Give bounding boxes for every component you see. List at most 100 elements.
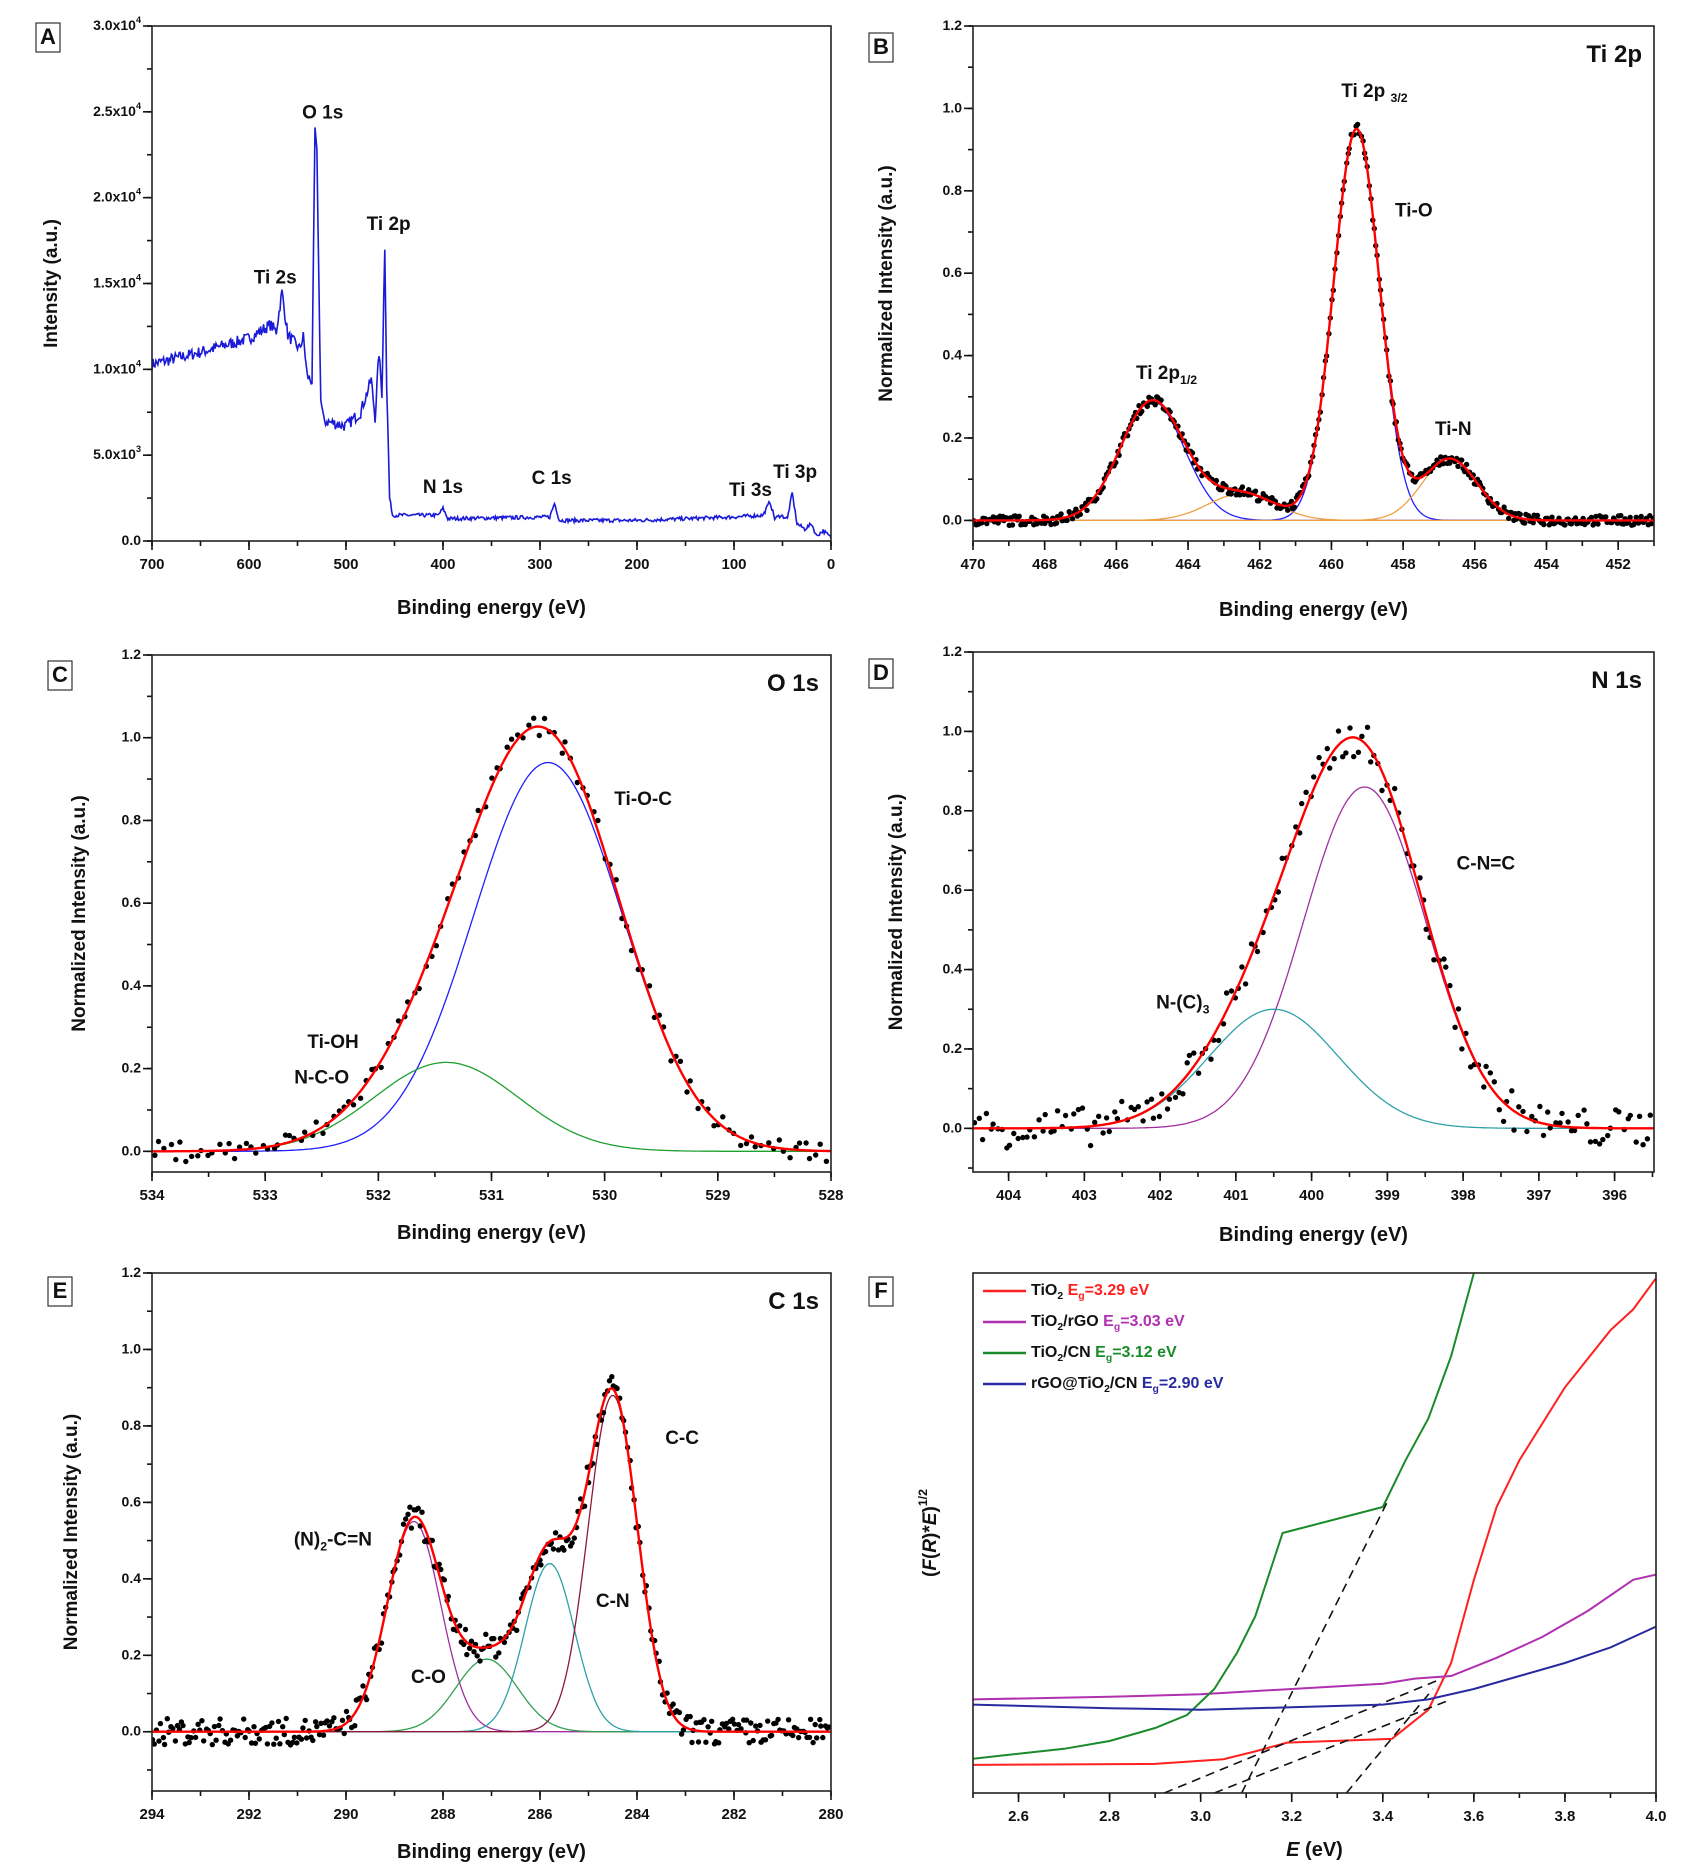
data-point xyxy=(1084,507,1090,514)
peak-annotation: Ti 2s xyxy=(254,267,297,288)
data-point xyxy=(1534,512,1541,519)
data-point xyxy=(1020,1134,1026,1141)
data-point xyxy=(1303,789,1309,795)
data-point xyxy=(1417,875,1423,881)
panel-letter-box xyxy=(47,1276,73,1307)
data-point xyxy=(1144,403,1151,410)
envelope-fit-curve xyxy=(152,1387,831,1733)
data-point xyxy=(1618,512,1624,519)
data-point xyxy=(562,739,568,745)
data-point xyxy=(205,1152,211,1159)
data-point xyxy=(1627,1112,1634,1119)
panel-letter: E xyxy=(53,1278,68,1303)
x-tick-label: 294 xyxy=(139,1806,165,1823)
data-point xyxy=(1355,749,1362,755)
y-tick-label: 2.5x104 xyxy=(93,101,142,118)
data-point xyxy=(161,1145,167,1152)
data-point xyxy=(555,1547,562,1553)
y-axis-title: Normalized Intensity (a.u.) xyxy=(61,1414,82,1650)
data-point xyxy=(628,947,635,954)
y-axis-title: Intensity (a.u.) xyxy=(41,219,62,348)
data-point xyxy=(161,1741,168,1748)
data-point xyxy=(1024,1134,1030,1140)
y-tick-label: 1.5x104 xyxy=(93,273,142,290)
x-tick-label: 396 xyxy=(1602,1187,1627,1204)
data-point xyxy=(1581,1107,1587,1113)
data-point xyxy=(243,1140,250,1147)
data-point xyxy=(186,1739,192,1746)
data-point xyxy=(468,1638,475,1644)
data-point xyxy=(1452,1024,1458,1031)
x-tick-label: 529 xyxy=(705,1187,730,1204)
data-point xyxy=(1215,1037,1222,1044)
data-point xyxy=(748,1720,754,1726)
x-axis-title: Binding energy (eV) xyxy=(397,597,586,619)
data-point xyxy=(217,1716,223,1722)
data-point xyxy=(1228,988,1235,994)
data-point xyxy=(1359,733,1365,739)
y-tick-label: 0.8 xyxy=(122,1417,142,1433)
data-point xyxy=(168,1141,175,1148)
data-point xyxy=(1559,1110,1565,1117)
data-point xyxy=(1191,1050,1197,1056)
y-axis-title: Normalized Intensity (a.u.) xyxy=(886,794,907,1030)
data-point xyxy=(164,1716,170,1722)
data-point xyxy=(199,1718,205,1724)
y-tick-label: 0.0 xyxy=(122,532,142,548)
data-point xyxy=(1252,488,1259,494)
tangent-dashed-line xyxy=(1214,1698,1452,1793)
data-point xyxy=(1441,956,1447,962)
data-point xyxy=(1166,1096,1173,1102)
component-curve xyxy=(973,128,1654,522)
data-point xyxy=(803,1140,809,1146)
x-axis-title: Binding energy (eV) xyxy=(1219,1224,1408,1246)
data-point xyxy=(559,750,565,756)
x-tick-label: 500 xyxy=(333,556,358,573)
data-point xyxy=(1285,507,1291,513)
data-point xyxy=(1423,926,1429,932)
peak-annotation: N-C-O xyxy=(294,1068,349,1089)
x-axis-title: Binding energy (eV) xyxy=(397,1841,586,1863)
data-point xyxy=(1517,511,1523,517)
x-tick-label: 454 xyxy=(1534,556,1560,573)
data-point xyxy=(813,1152,819,1158)
y-tick-label: 3.0x104 xyxy=(93,15,142,32)
axes xyxy=(964,25,1655,550)
peak-annotation: Ti 2p 3/2 xyxy=(1341,81,1408,105)
data-point xyxy=(1392,785,1398,792)
data-point xyxy=(350,1102,357,1108)
y-tick-label: 2.0x104 xyxy=(93,187,142,204)
data-point xyxy=(680,1727,687,1733)
data-point xyxy=(339,1717,346,1724)
data-point xyxy=(810,1739,816,1746)
plot-area xyxy=(152,1374,831,1748)
data-point xyxy=(1648,520,1654,527)
data-point xyxy=(320,1130,326,1137)
data-point xyxy=(303,1735,310,1741)
data-point xyxy=(1537,1103,1543,1110)
data-point xyxy=(1100,1130,1106,1136)
data-point xyxy=(1500,1118,1507,1125)
panel-e: E 294 292 290 288 286 284 282 280 0.0 0.2 0.4 0.6 0.8… xyxy=(47,1264,844,1863)
data-point xyxy=(1455,463,1461,469)
data-point xyxy=(750,1737,756,1744)
x-tick-label: 533 xyxy=(253,1187,278,1204)
survey-spectrum-line xyxy=(152,127,831,539)
data-point xyxy=(689,1739,695,1746)
plot-frame xyxy=(151,25,832,542)
y-tick-label: 0.6 xyxy=(943,881,963,897)
data-point xyxy=(1431,957,1437,963)
x-tick-label: 401 xyxy=(1223,1187,1248,1204)
data-point xyxy=(687,1713,693,1720)
peak-annotation: Ti-O xyxy=(1395,200,1433,221)
data-point xyxy=(1186,1052,1193,1059)
data-point xyxy=(152,1741,157,1747)
data-point xyxy=(1331,756,1337,762)
data-point xyxy=(766,1140,772,1146)
peak-annotation: Ti 2p1/2 xyxy=(1136,363,1197,387)
x-tick-label: 600 xyxy=(236,556,261,573)
data-point xyxy=(785,1717,792,1723)
data-point xyxy=(1379,787,1385,794)
data-point xyxy=(209,1741,215,1748)
